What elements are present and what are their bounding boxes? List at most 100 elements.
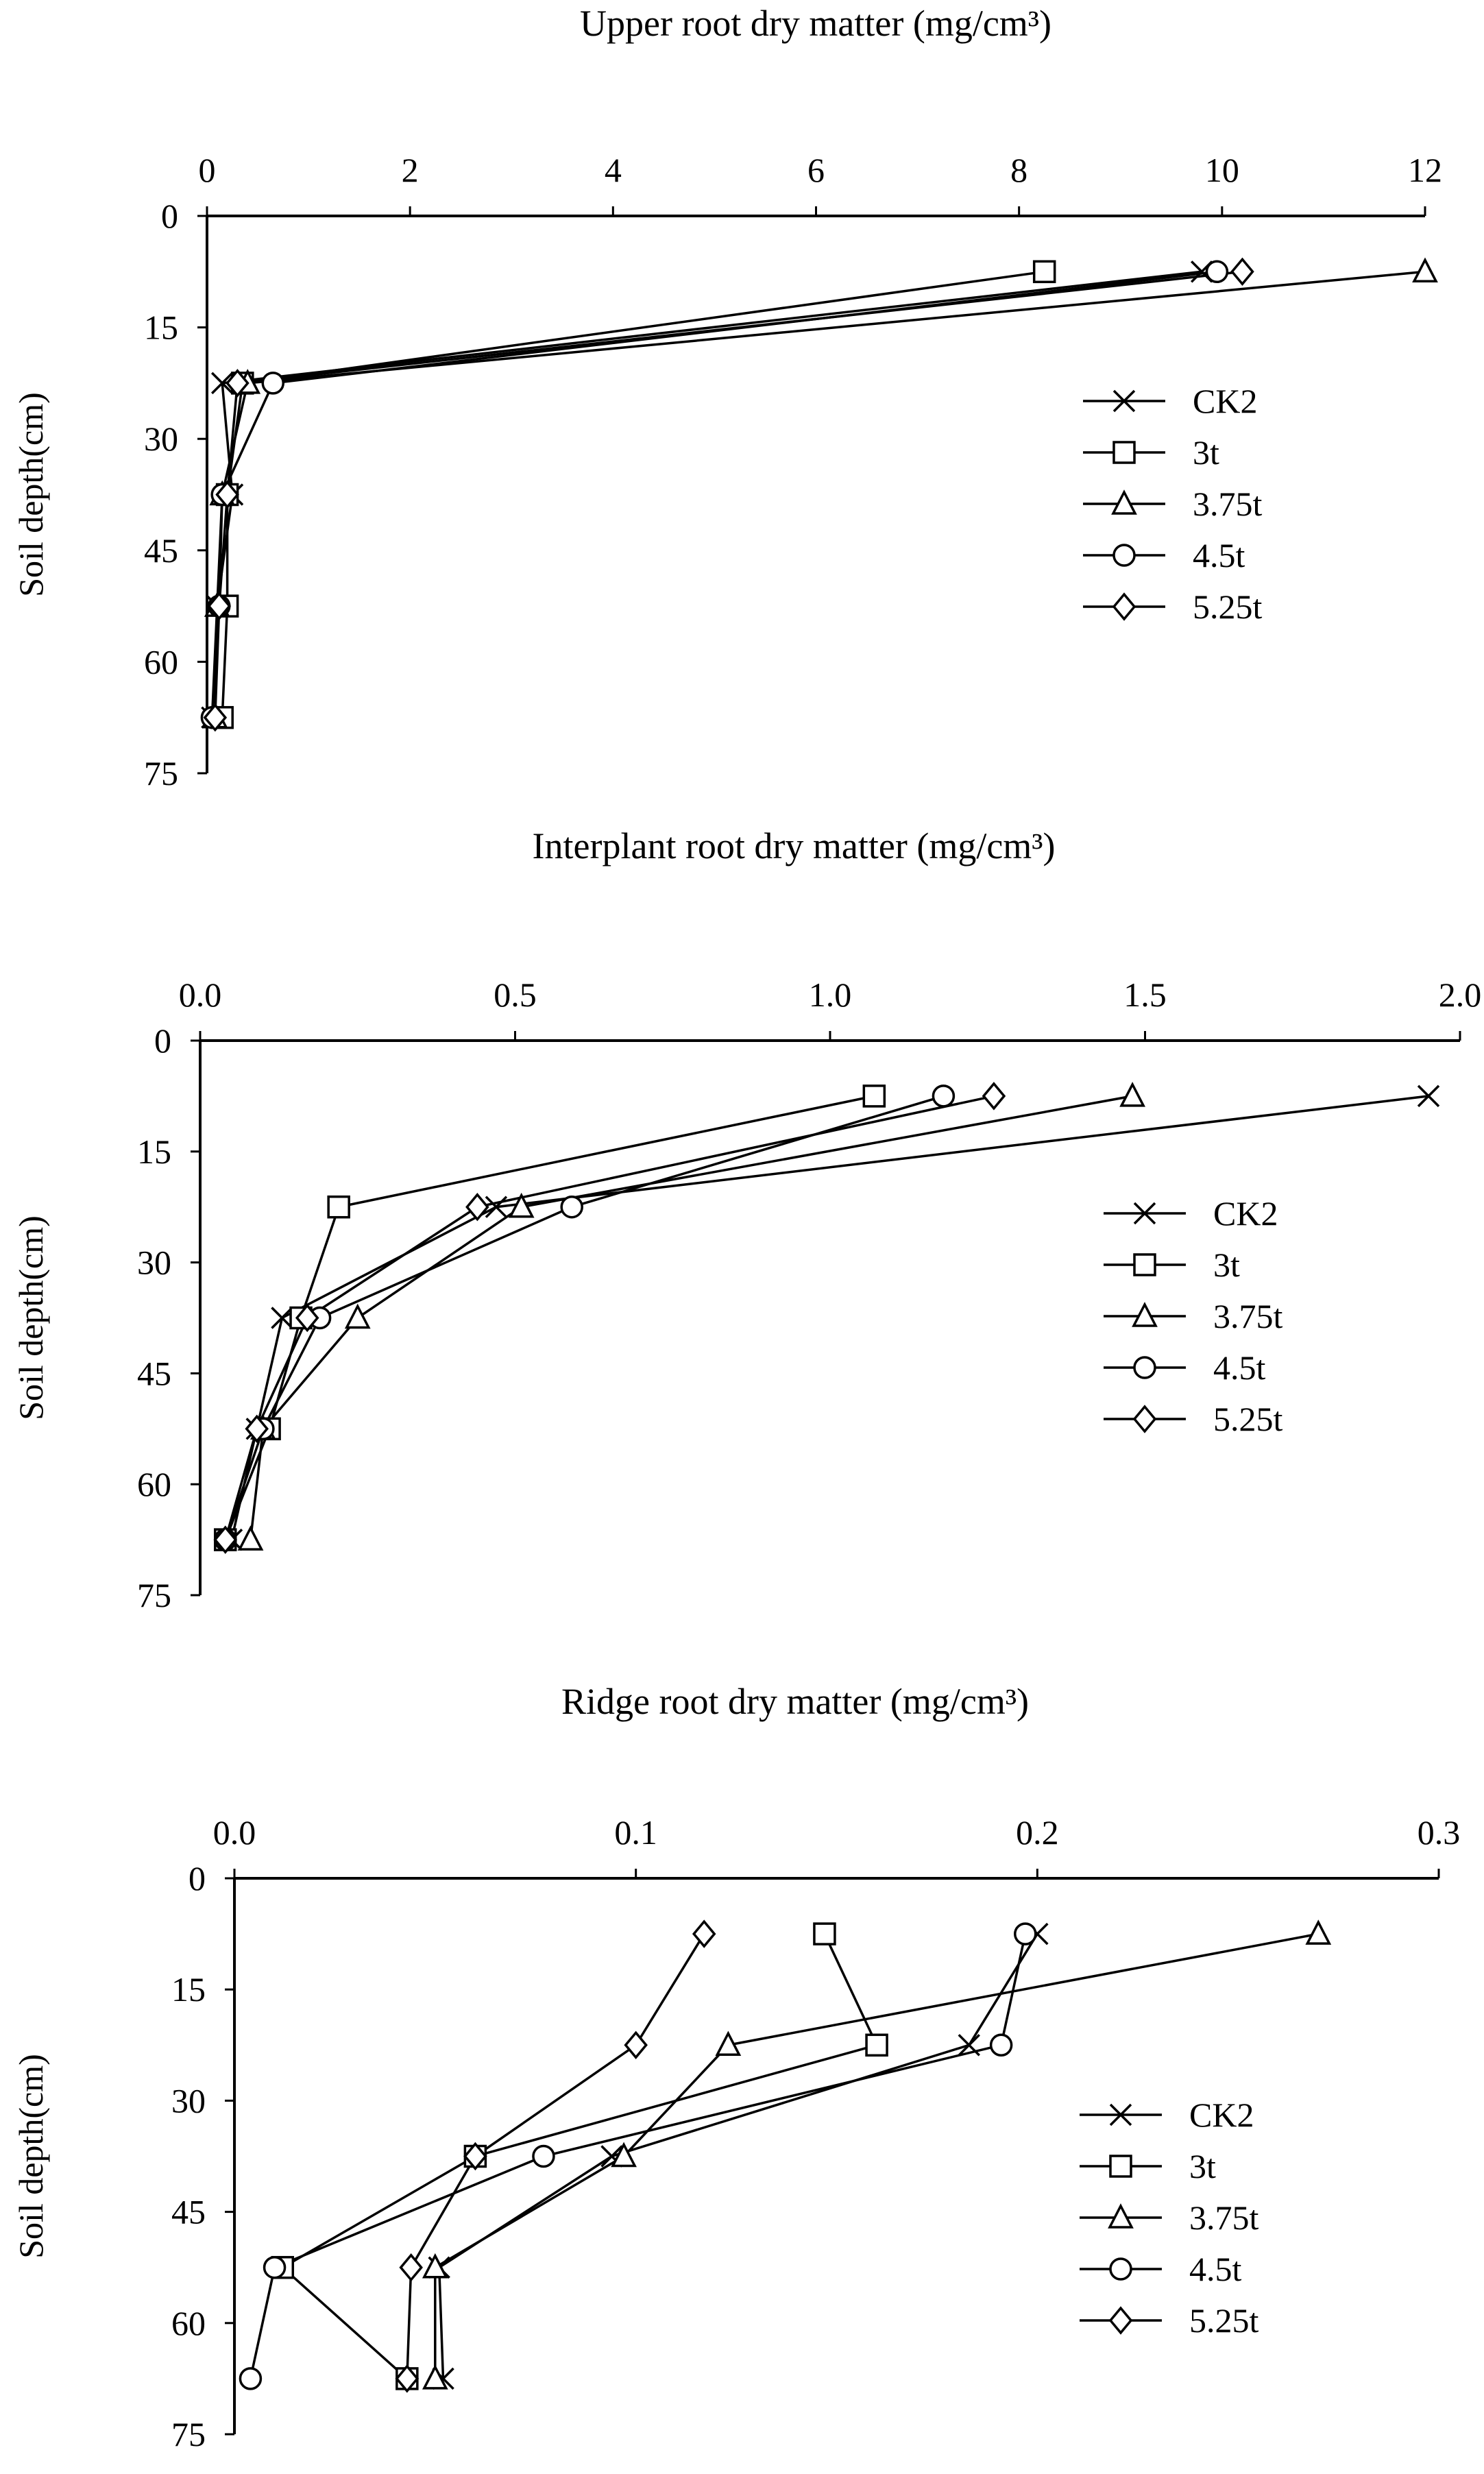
legend-label: 4.5t bbox=[1189, 2250, 1242, 2288]
chart-title: Interplant root dry matter (mg/cm³) bbox=[533, 825, 1056, 866]
data-point-4.5t bbox=[989, 2033, 1013, 2057]
legend-label: 5.25t bbox=[1189, 2301, 1259, 2340]
data-point-3.75t bbox=[508, 1192, 535, 1218]
x-tick-label: 10 bbox=[1205, 151, 1239, 189]
x-tick-label: 6 bbox=[807, 151, 825, 189]
legend-label: CK2 bbox=[1193, 382, 1257, 420]
data-point-CK2 bbox=[958, 2034, 981, 2057]
legend-label: 3.75t bbox=[1193, 485, 1263, 523]
data-point-3t bbox=[862, 1084, 886, 1108]
y-tick-label: 60 bbox=[137, 1465, 171, 1503]
data-point-3.75t bbox=[715, 2030, 742, 2057]
legend-marker-4.5t bbox=[1112, 544, 1136, 567]
x-tick-label: 1.0 bbox=[809, 975, 852, 1014]
y-axis-label: Soil depth(cm) bbox=[12, 1215, 50, 1420]
legend-marker-3.75t bbox=[1111, 489, 1137, 515]
y-tick-label: 30 bbox=[137, 1244, 171, 1282]
y-tick-label: 75 bbox=[137, 1576, 171, 1614]
series-line-5.25t bbox=[406, 1933, 705, 2379]
y-tick-label: 45 bbox=[171, 2193, 206, 2231]
data-point-CK2 bbox=[210, 372, 234, 395]
data-point-CK2 bbox=[485, 1196, 508, 1218]
legend-label: 5.25t bbox=[1193, 587, 1263, 626]
y-tick-label: 75 bbox=[144, 754, 178, 792]
data-point-5.25t bbox=[395, 2364, 419, 2393]
data-point-4.5t bbox=[560, 1195, 583, 1219]
data-point-5.25t bbox=[982, 1082, 1006, 1111]
x-tick-label: 0.1 bbox=[614, 1813, 657, 1852]
x-tick-label: 0.3 bbox=[1418, 1813, 1461, 1852]
legend-marker-4.5t bbox=[1109, 2257, 1132, 2281]
data-point-5.25t bbox=[1230, 257, 1254, 287]
data-point-4.5t bbox=[532, 2144, 555, 2168]
data-point-3.75t bbox=[344, 1303, 371, 1329]
y-tick-label: 15 bbox=[171, 1970, 206, 2009]
chart-panel-2: Interplant root dry matter (mg/cm³) 0.0 0.… bbox=[12, 825, 1481, 1614]
data-point-5.25t bbox=[203, 703, 228, 732]
series-line-4.5t bbox=[224, 1095, 944, 1540]
y-tick-label: 0 bbox=[161, 197, 178, 235]
legend-label: CK2 bbox=[1189, 2096, 1254, 2134]
x-tick-label: 0.0 bbox=[213, 1813, 256, 1852]
data-point-3.75t bbox=[1412, 257, 1438, 283]
y-tick-label: 75 bbox=[171, 2415, 206, 2453]
series-line-3.75t bbox=[249, 1095, 1133, 1540]
x-tick-label: 0.2 bbox=[1016, 1813, 1059, 1852]
data-point-5.25t bbox=[465, 1192, 489, 1222]
legend-label: 3t bbox=[1213, 1246, 1240, 1284]
data-point-3t bbox=[1032, 260, 1056, 284]
legend-label: 5.25t bbox=[1213, 1400, 1283, 1438]
x-tick-label: 8 bbox=[1010, 151, 1027, 189]
data-point-5.25t bbox=[399, 2253, 423, 2282]
data-point-3t bbox=[327, 1195, 350, 1219]
data-point-4.5t bbox=[261, 372, 285, 395]
legend-label: 4.5t bbox=[1213, 1348, 1266, 1387]
legend-marker-CK2 bbox=[1133, 1202, 1156, 1225]
y-tick-label: 30 bbox=[171, 2081, 206, 2120]
chart-title: Ridge root dry matter (mg/cm³) bbox=[561, 1681, 1029, 1722]
data-point-3.75t bbox=[237, 1525, 264, 1551]
data-point-3.75t bbox=[1305, 1919, 1332, 1945]
data-point-5.25t bbox=[226, 369, 250, 398]
data-point-5.25t bbox=[207, 592, 232, 620]
legend-marker-3.75t bbox=[1108, 2203, 1134, 2229]
chart-panel-3: Ridge root dry matter (mg/cm³) 0.0 0.1 0.2 0… bbox=[12, 1681, 1460, 2453]
data-point-5.25t bbox=[213, 1525, 238, 1554]
legend-marker-3t bbox=[1133, 1253, 1156, 1276]
y-tick-label: 30 bbox=[144, 420, 178, 458]
y-tick-label: 15 bbox=[137, 1132, 171, 1171]
data-point-5.25t bbox=[215, 480, 239, 509]
data-point-4.5t bbox=[1014, 1922, 1037, 1945]
series-line-CK2 bbox=[437, 1933, 1038, 2379]
chart-title: Upper root dry matter (mg/cm³) bbox=[580, 3, 1051, 44]
data-point-5.25t bbox=[463, 2142, 487, 2171]
x-tick-label: 2 bbox=[402, 151, 419, 189]
data-point-3t bbox=[865, 2033, 888, 2057]
x-tick-label: 4 bbox=[605, 151, 622, 189]
data-point-5.25t bbox=[295, 1303, 319, 1333]
legend-label: 3.75t bbox=[1189, 2198, 1259, 2237]
data-point-CK2 bbox=[1417, 1084, 1440, 1108]
data-point-3.75t bbox=[422, 2253, 448, 2279]
legend-marker-CK2 bbox=[1112, 389, 1136, 413]
data-point-5.25t bbox=[624, 2030, 648, 2060]
series-line-3t bbox=[280, 1933, 879, 2380]
data-point-3.75t bbox=[611, 2142, 637, 2168]
x-tick-label: 0.5 bbox=[494, 975, 537, 1014]
legend-marker-4.5t bbox=[1133, 1356, 1156, 1379]
data-point-3t bbox=[813, 1922, 836, 1945]
y-tick-label: 45 bbox=[137, 1354, 171, 1392]
data-point-3.75t bbox=[1119, 1082, 1145, 1107]
y-axis-label: Soil depth(cm) bbox=[12, 392, 50, 597]
data-point-4.5t bbox=[932, 1084, 956, 1108]
y-tick-label: 60 bbox=[171, 2304, 206, 2342]
x-tick-label: 0.0 bbox=[179, 975, 222, 1014]
y-tick-label: 45 bbox=[144, 531, 178, 570]
data-point-4.5t bbox=[1205, 260, 1229, 284]
data-point-5.25t bbox=[692, 1919, 716, 1948]
legend-marker-CK2 bbox=[1109, 2103, 1132, 2126]
y-tick-label: 15 bbox=[144, 308, 178, 347]
series-line-3.75t bbox=[434, 1932, 1319, 2379]
legend-marker-5.25t bbox=[1132, 1405, 1157, 1433]
